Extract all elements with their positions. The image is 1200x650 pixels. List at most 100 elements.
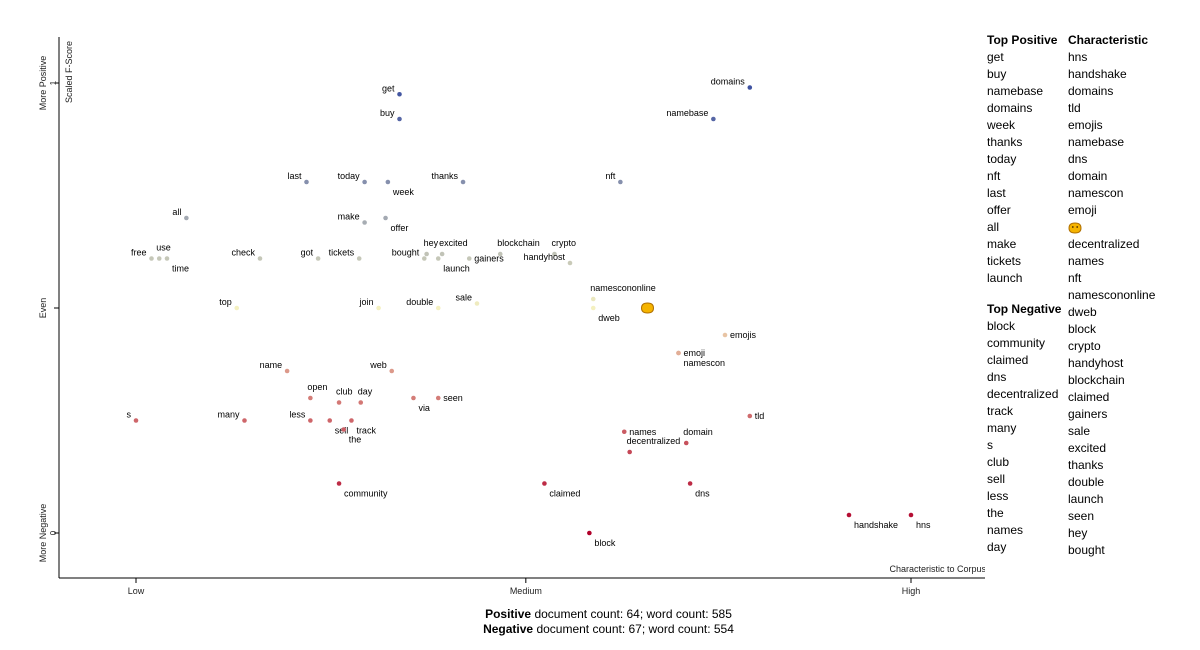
top-negative-term[interactable]: sell: [987, 472, 1006, 486]
label-thanks[interactable]: thanks: [432, 171, 459, 181]
characteristic-term[interactable]: bought: [1068, 543, 1105, 557]
characteristic-term[interactable]: thanks: [1068, 458, 1104, 472]
point-namebase[interactable]: [711, 116, 716, 122]
point-all[interactable]: [184, 215, 189, 221]
point-last[interactable]: [304, 179, 309, 185]
top-negative-term[interactable]: club: [987, 455, 1010, 469]
label-time[interactable]: time: [172, 264, 189, 274]
point-name[interactable]: [284, 368, 290, 374]
label-day[interactable]: day: [358, 387, 373, 397]
characteristic-term[interactable]: names: [1068, 254, 1105, 268]
point-thanks[interactable]: [460, 179, 466, 185]
label-claimed[interactable]: claimed: [549, 489, 580, 499]
characteristic-term[interactable]: block: [1068, 322, 1097, 336]
characteristic-term[interactable]: blockchain: [1068, 373, 1125, 387]
point-today[interactable]: [362, 179, 367, 185]
point-handyhost[interactable]: [567, 260, 573, 266]
point-free[interactable]: [149, 256, 154, 261]
top-negative-term[interactable]: less: [987, 489, 1009, 503]
point-use[interactable]: [156, 256, 162, 261]
point-blockchain[interactable]: [497, 251, 503, 257]
label-seen[interactable]: seen: [443, 393, 463, 403]
point-emojis[interactable]: [722, 332, 728, 338]
point-sell[interactable]: [327, 418, 333, 423]
top-negative-term[interactable]: day: [987, 540, 1007, 554]
label-double[interactable]: double: [406, 297, 433, 307]
point-time[interactable]: [164, 256, 170, 261]
point-dns[interactable]: [687, 481, 693, 486]
top-negative-term[interactable]: community: [987, 336, 1046, 350]
top-positive-term[interactable]: get: [987, 50, 1004, 64]
point-track[interactable]: [349, 418, 354, 423]
top-positive-term[interactable]: namebase: [987, 84, 1044, 98]
label-all[interactable]: all: [172, 207, 181, 217]
point-hns[interactable]: [908, 512, 914, 518]
characteristic-term[interactable]: domains: [1068, 84, 1114, 98]
characteristic-term[interactable]: excited: [1068, 441, 1107, 455]
label-less[interactable]: less: [289, 410, 306, 420]
point-nft[interactable]: [618, 179, 623, 185]
characteristic-term[interactable]: sale: [1068, 424, 1091, 438]
top-positive-term[interactable]: thanks: [987, 135, 1023, 149]
label-open[interactable]: open: [307, 382, 327, 392]
label-tickets[interactable]: tickets: [329, 248, 355, 258]
point-crypto[interactable]: [552, 251, 557, 257]
point-tld[interactable]: [747, 413, 753, 419]
label-check[interactable]: check: [231, 248, 255, 258]
top-positive-term[interactable]: tickets: [987, 254, 1022, 268]
top-positive-term[interactable]: today: [987, 152, 1017, 166]
label-the[interactable]: the: [349, 435, 362, 445]
point-domains[interactable]: [747, 85, 753, 90]
top-negative-term[interactable]: s: [987, 438, 993, 452]
point-check[interactable]: [257, 256, 263, 261]
point-names[interactable]: [621, 429, 627, 435]
label-hns[interactable]: hns: [916, 520, 931, 530]
point-community[interactable]: [336, 481, 342, 486]
label-got[interactable]: got: [301, 248, 314, 258]
characteristic-term[interactable]: namescononline: [1068, 288, 1156, 302]
point-tickets[interactable]: [356, 256, 362, 261]
point-top[interactable]: [234, 305, 240, 311]
label-sale[interactable]: sale: [455, 293, 472, 303]
label-handyhost[interactable]: handyhost: [523, 252, 565, 262]
characteristic-term[interactable]: handyhost: [1068, 356, 1124, 370]
point-less[interactable]: [308, 418, 313, 423]
point-the[interactable]: [341, 427, 347, 432]
point-claimed[interactable]: [542, 481, 547, 486]
label-blockchain[interactable]: blockchain: [497, 238, 540, 248]
point-open[interactable]: [308, 395, 313, 401]
top-negative-term[interactable]: dns: [987, 370, 1007, 384]
label-make[interactable]: make: [338, 212, 360, 222]
label-top[interactable]: top: [219, 297, 232, 307]
point-launch[interactable]: [435, 256, 441, 261]
top-negative-term[interactable]: names: [987, 523, 1024, 537]
top-negative-term[interactable]: track: [987, 404, 1014, 418]
point-bought[interactable]: [422, 256, 427, 261]
label-bought[interactable]: bought: [392, 248, 420, 258]
point-block[interactable]: [587, 530, 592, 536]
label-community[interactable]: community: [344, 489, 388, 499]
point-get[interactable]: [397, 91, 402, 97]
smiling-face-icon[interactable]: [1068, 219, 1155, 236]
point-buy[interactable]: [397, 116, 402, 122]
label-via[interactable]: via: [418, 403, 430, 413]
top-negative-term[interactable]: many: [987, 421, 1017, 435]
characteristic-term[interactable]: double: [1068, 475, 1105, 489]
characteristic-term[interactable]: domain: [1068, 169, 1108, 183]
label-s[interactable]: s: [127, 410, 132, 420]
label-handshake[interactable]: handshake: [854, 520, 898, 530]
label-tld[interactable]: tld: [755, 411, 765, 421]
point-via[interactable]: [411, 395, 416, 401]
label-namebase[interactable]: namebase: [666, 108, 708, 118]
characteristic-term[interactable]: namescon: [1068, 186, 1124, 200]
characteristic-term[interactable]: nft: [1068, 271, 1082, 285]
label-launch[interactable]: launch: [443, 264, 470, 274]
top-positive-term[interactable]: week: [987, 118, 1016, 132]
label-offer[interactable]: offer: [391, 223, 409, 233]
point-got[interactable]: [315, 256, 321, 261]
label-today[interactable]: today: [338, 171, 361, 181]
characteristic-term[interactable]: handshake: [1068, 67, 1127, 81]
point-week[interactable]: [385, 179, 391, 185]
characteristic-term[interactable]: emojis: [1068, 118, 1103, 132]
point-many[interactable]: [242, 418, 247, 423]
